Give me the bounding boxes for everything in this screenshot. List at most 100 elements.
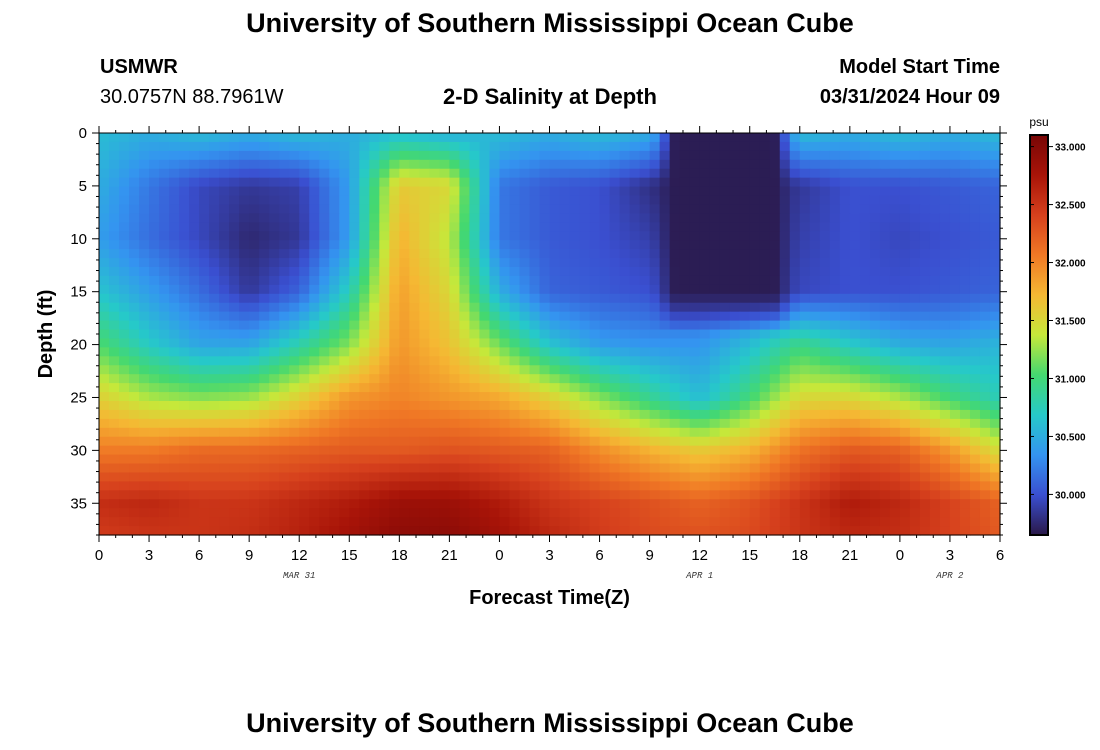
heatmap-cell xyxy=(959,490,971,500)
heatmap-cell xyxy=(279,392,290,402)
heatmap-cell xyxy=(299,517,310,527)
heatmap-cell xyxy=(239,508,250,518)
heatmap-cell xyxy=(549,338,561,348)
heatmap-cell xyxy=(559,267,571,277)
heatmap-cell xyxy=(529,133,541,143)
model-start-value: 03/31/2024 Hour 09 xyxy=(819,86,1000,108)
heatmap-cell xyxy=(219,526,230,536)
heatmap-cell xyxy=(759,240,771,250)
heatmap-cell xyxy=(619,258,631,268)
heatmap-cell xyxy=(309,436,320,447)
heatmap-cell xyxy=(469,383,481,393)
heatmap-cell xyxy=(459,383,471,393)
heatmap-cell xyxy=(669,454,681,465)
heatmap-cell xyxy=(109,436,120,447)
heatmap-cell xyxy=(919,141,931,152)
heatmap-cell xyxy=(179,409,190,420)
heatmap-cell xyxy=(459,293,471,304)
heatmap-cell xyxy=(899,231,911,241)
heatmap-cell xyxy=(559,383,571,393)
heatmap-cell xyxy=(219,311,230,322)
heatmap-cell xyxy=(119,481,130,491)
heatmap-cell xyxy=(399,338,410,348)
heatmap-cell xyxy=(149,356,160,366)
heatmap-cell xyxy=(259,329,270,340)
heatmap-cell xyxy=(729,392,741,402)
heatmap-cell xyxy=(279,222,290,232)
heatmap-cell xyxy=(219,213,230,223)
x-tick-label: 0 xyxy=(896,547,904,564)
heatmap-cell xyxy=(569,365,581,375)
heatmap-cell xyxy=(349,517,360,527)
heatmap-cell xyxy=(739,231,751,241)
heatmap-cell xyxy=(159,427,170,438)
heatmap-cell xyxy=(889,472,901,482)
heatmap-cell xyxy=(499,374,511,384)
heatmap-cell xyxy=(879,275,891,286)
heatmap-cell xyxy=(959,526,971,536)
heatmap-cell xyxy=(219,499,230,509)
heatmap-cell xyxy=(509,177,521,188)
heatmap-cell xyxy=(959,222,971,232)
heatmap-cell xyxy=(589,133,601,143)
heatmap-cell xyxy=(739,401,751,411)
heatmap-cell xyxy=(979,409,991,420)
heatmap-cell xyxy=(469,311,481,322)
heatmap-cell xyxy=(509,222,521,232)
heatmap-cell xyxy=(569,302,581,313)
heatmap-cell xyxy=(149,472,160,482)
heatmap-cell xyxy=(339,159,350,170)
heatmap-cell xyxy=(209,499,220,509)
heatmap-cell xyxy=(719,258,731,268)
heatmap-cell xyxy=(729,231,741,241)
heatmap-cell xyxy=(649,150,661,161)
heatmap-cell xyxy=(919,222,931,232)
heatmap-cell xyxy=(739,284,751,295)
heatmap-cell xyxy=(479,481,491,491)
heatmap-cell xyxy=(379,338,390,348)
heatmap-cell xyxy=(379,320,390,331)
heatmap-cell xyxy=(379,401,390,411)
heatmap-cell xyxy=(719,141,731,152)
heatmap-cell xyxy=(179,168,190,179)
heatmap-cell xyxy=(759,258,771,268)
heatmap-cell xyxy=(169,490,180,500)
heatmap-cell xyxy=(489,150,501,161)
heatmap-cell xyxy=(339,302,350,313)
heatmap-cell xyxy=(789,311,801,322)
heatmap-cell xyxy=(249,409,260,420)
heatmap-cell xyxy=(939,231,951,241)
heatmap-cell xyxy=(289,383,300,393)
heatmap-cell xyxy=(629,392,641,402)
heatmap-cell xyxy=(659,133,671,143)
heatmap-cell xyxy=(269,490,280,500)
heatmap-cell xyxy=(559,284,571,295)
heatmap-cell xyxy=(179,267,190,277)
heatmap-cell xyxy=(509,338,521,348)
heatmap-cell xyxy=(119,329,130,340)
heatmap-cell xyxy=(119,445,130,456)
heatmap-cell xyxy=(939,490,951,500)
heatmap-cell xyxy=(639,275,651,286)
heatmap-cell xyxy=(339,133,350,143)
heatmap-cell xyxy=(339,409,350,420)
heatmap-cell xyxy=(989,275,1001,286)
heatmap-cell xyxy=(639,338,651,348)
heatmap-cell xyxy=(139,338,150,348)
heatmap-cell xyxy=(369,445,380,456)
heatmap-cell xyxy=(499,168,511,179)
heatmap-cell xyxy=(339,177,350,188)
heatmap-cell xyxy=(109,150,120,161)
heatmap-cell xyxy=(829,150,841,161)
heatmap-cell xyxy=(429,141,440,152)
heatmap-cell xyxy=(189,249,200,259)
heatmap-cell xyxy=(649,472,661,482)
heatmap-cell xyxy=(659,401,671,411)
heatmap-cell xyxy=(489,365,501,375)
heatmap-cell xyxy=(839,338,851,348)
heatmap-cell xyxy=(239,133,250,143)
heatmap-cell xyxy=(309,499,320,509)
heatmap-cell xyxy=(149,347,160,357)
heatmap-cell xyxy=(299,293,310,304)
